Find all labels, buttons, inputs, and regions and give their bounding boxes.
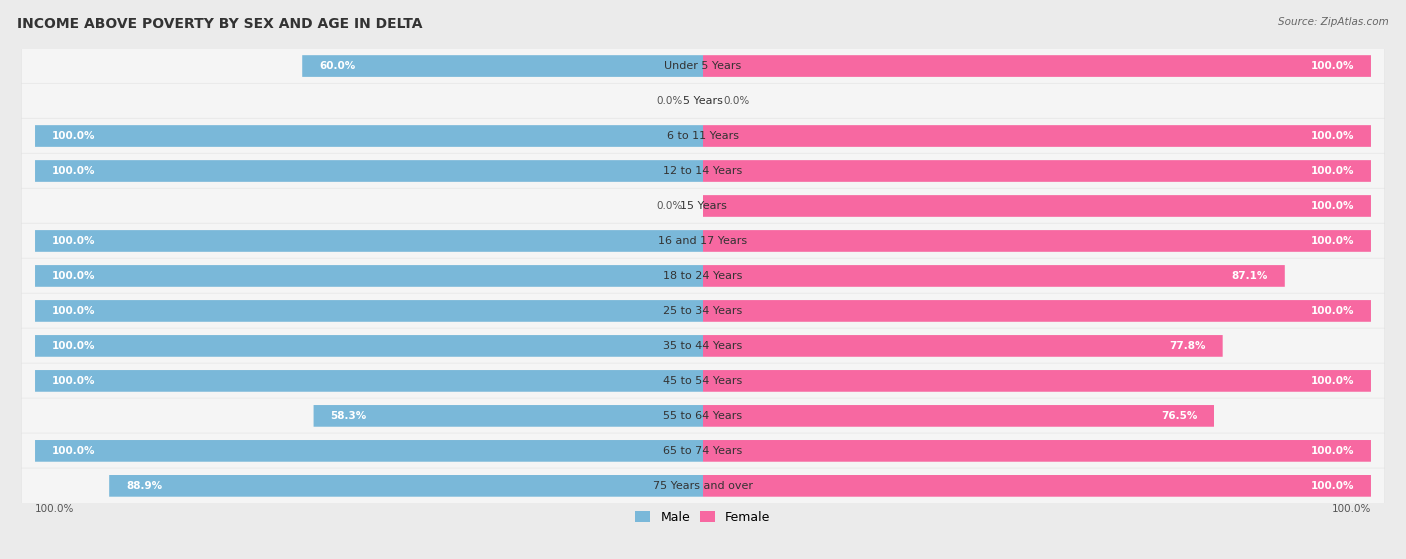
FancyBboxPatch shape xyxy=(314,405,703,427)
Text: 5 Years: 5 Years xyxy=(683,96,723,106)
FancyBboxPatch shape xyxy=(35,125,703,147)
FancyBboxPatch shape xyxy=(21,48,1385,84)
Text: 58.3%: 58.3% xyxy=(330,411,367,421)
Text: 100.0%: 100.0% xyxy=(1310,446,1354,456)
FancyBboxPatch shape xyxy=(703,475,1371,497)
FancyBboxPatch shape xyxy=(703,265,1285,287)
Text: 75 Years and over: 75 Years and over xyxy=(652,481,754,491)
Text: 100.0%: 100.0% xyxy=(52,236,96,246)
FancyBboxPatch shape xyxy=(703,55,1371,77)
Text: 100.0%: 100.0% xyxy=(52,166,96,176)
FancyBboxPatch shape xyxy=(35,265,703,287)
FancyBboxPatch shape xyxy=(703,370,1371,392)
FancyBboxPatch shape xyxy=(703,335,1223,357)
FancyBboxPatch shape xyxy=(703,440,1371,462)
Text: 100.0%: 100.0% xyxy=(1310,166,1354,176)
Text: 6 to 11 Years: 6 to 11 Years xyxy=(666,131,740,141)
FancyBboxPatch shape xyxy=(21,188,1385,224)
FancyBboxPatch shape xyxy=(703,195,1371,217)
Text: INCOME ABOVE POVERTY BY SEX AND AGE IN DELTA: INCOME ABOVE POVERTY BY SEX AND AGE IN D… xyxy=(17,17,422,31)
Text: 0.0%: 0.0% xyxy=(657,201,683,211)
Text: Source: ZipAtlas.com: Source: ZipAtlas.com xyxy=(1278,17,1389,27)
FancyBboxPatch shape xyxy=(35,230,703,252)
Text: Under 5 Years: Under 5 Years xyxy=(665,61,741,71)
Text: 55 to 64 Years: 55 to 64 Years xyxy=(664,411,742,421)
FancyBboxPatch shape xyxy=(302,55,703,77)
Text: 87.1%: 87.1% xyxy=(1232,271,1268,281)
Text: 12 to 14 Years: 12 to 14 Years xyxy=(664,166,742,176)
Text: 45 to 54 Years: 45 to 54 Years xyxy=(664,376,742,386)
FancyBboxPatch shape xyxy=(35,335,703,357)
FancyBboxPatch shape xyxy=(21,83,1385,119)
Text: 100.0%: 100.0% xyxy=(1310,131,1354,141)
FancyBboxPatch shape xyxy=(21,258,1385,294)
FancyBboxPatch shape xyxy=(35,160,703,182)
FancyBboxPatch shape xyxy=(110,475,703,497)
FancyBboxPatch shape xyxy=(703,300,1371,322)
Text: 35 to 44 Years: 35 to 44 Years xyxy=(664,341,742,351)
FancyBboxPatch shape xyxy=(21,223,1385,259)
FancyBboxPatch shape xyxy=(21,118,1385,154)
Text: 100.0%: 100.0% xyxy=(35,504,75,514)
Text: 100.0%: 100.0% xyxy=(52,341,96,351)
Text: 16 and 17 Years: 16 and 17 Years xyxy=(658,236,748,246)
Text: 100.0%: 100.0% xyxy=(52,376,96,386)
FancyBboxPatch shape xyxy=(21,433,1385,468)
Text: 0.0%: 0.0% xyxy=(657,96,683,106)
FancyBboxPatch shape xyxy=(21,328,1385,364)
FancyBboxPatch shape xyxy=(35,370,703,392)
Text: 100.0%: 100.0% xyxy=(52,446,96,456)
Text: 0.0%: 0.0% xyxy=(723,96,749,106)
FancyBboxPatch shape xyxy=(21,398,1385,434)
Text: 60.0%: 60.0% xyxy=(319,61,356,71)
Text: 76.5%: 76.5% xyxy=(1161,411,1198,421)
Text: 100.0%: 100.0% xyxy=(1310,61,1354,71)
FancyBboxPatch shape xyxy=(21,468,1385,504)
Text: 25 to 34 Years: 25 to 34 Years xyxy=(664,306,742,316)
FancyBboxPatch shape xyxy=(21,293,1385,329)
Text: 100.0%: 100.0% xyxy=(1310,236,1354,246)
Text: 100.0%: 100.0% xyxy=(1310,201,1354,211)
FancyBboxPatch shape xyxy=(21,153,1385,189)
Text: 100.0%: 100.0% xyxy=(1310,306,1354,316)
FancyBboxPatch shape xyxy=(703,230,1371,252)
Text: 18 to 24 Years: 18 to 24 Years xyxy=(664,271,742,281)
Legend: Male, Female: Male, Female xyxy=(630,506,776,529)
Text: 100.0%: 100.0% xyxy=(52,306,96,316)
FancyBboxPatch shape xyxy=(21,363,1385,399)
Text: 77.8%: 77.8% xyxy=(1170,341,1206,351)
Text: 15 Years: 15 Years xyxy=(679,201,727,211)
Text: 88.9%: 88.9% xyxy=(127,481,162,491)
FancyBboxPatch shape xyxy=(35,440,703,462)
FancyBboxPatch shape xyxy=(35,300,703,322)
FancyBboxPatch shape xyxy=(703,160,1371,182)
FancyBboxPatch shape xyxy=(703,405,1213,427)
Text: 100.0%: 100.0% xyxy=(52,271,96,281)
Text: 100.0%: 100.0% xyxy=(52,131,96,141)
FancyBboxPatch shape xyxy=(703,125,1371,147)
Text: 65 to 74 Years: 65 to 74 Years xyxy=(664,446,742,456)
Text: 100.0%: 100.0% xyxy=(1310,376,1354,386)
Text: 100.0%: 100.0% xyxy=(1331,504,1371,514)
Text: 100.0%: 100.0% xyxy=(1310,481,1354,491)
